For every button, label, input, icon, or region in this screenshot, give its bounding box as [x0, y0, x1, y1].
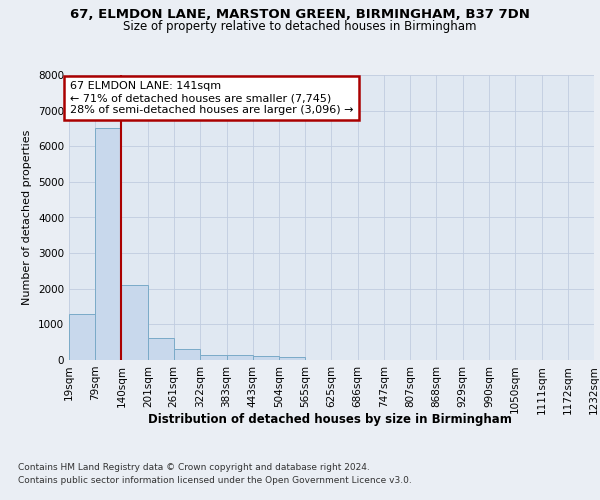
Bar — [69, 314, 95, 360]
Text: Contains public sector information licensed under the Open Government Licence v3: Contains public sector information licen… — [18, 476, 412, 485]
Bar — [121, 285, 148, 360]
Bar — [148, 338, 174, 360]
Text: Contains HM Land Registry data © Crown copyright and database right 2024.: Contains HM Land Registry data © Crown c… — [18, 462, 370, 471]
Bar — [253, 356, 279, 360]
Bar — [279, 357, 305, 360]
Y-axis label: Number of detached properties: Number of detached properties — [22, 130, 32, 305]
Bar — [227, 356, 253, 360]
Bar — [174, 350, 200, 360]
Text: 67, ELMDON LANE, MARSTON GREEN, BIRMINGHAM, B37 7DN: 67, ELMDON LANE, MARSTON GREEN, BIRMINGH… — [70, 8, 530, 20]
Text: Distribution of detached houses by size in Birmingham: Distribution of detached houses by size … — [148, 412, 512, 426]
Text: Size of property relative to detached houses in Birmingham: Size of property relative to detached ho… — [123, 20, 477, 33]
Bar — [95, 128, 121, 360]
Bar — [200, 354, 227, 360]
Text: 67 ELMDON LANE: 141sqm
← 71% of detached houses are smaller (7,745)
28% of semi-: 67 ELMDON LANE: 141sqm ← 71% of detached… — [70, 82, 353, 114]
